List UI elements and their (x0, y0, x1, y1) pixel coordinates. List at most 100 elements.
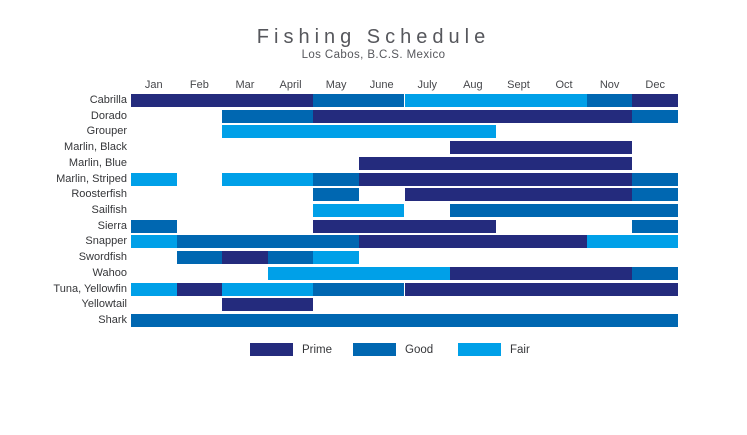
schedule-bar-segment (313, 94, 405, 107)
schedule-bar-segment (358, 156, 633, 170)
schedule-bar-segment (131, 235, 177, 249)
legend-swatch-fair (458, 343, 501, 356)
legend-item-fair: Fair (458, 343, 558, 357)
schedule-bar-segment (632, 172, 678, 186)
schedule-row: Sailfish (0, 204, 747, 218)
schedule-bar-segment (632, 94, 678, 107)
schedule-track (131, 188, 678, 202)
schedule-bar-segment (632, 109, 678, 123)
chart-title: Fishing Schedule (256, 26, 491, 48)
fish-label: Wahoo (92, 266, 127, 279)
schedule-track (131, 314, 678, 328)
schedule-track (131, 282, 678, 296)
fish-label: Yellowtail (81, 298, 127, 311)
schedule-row: Yellowtail (0, 298, 747, 312)
schedule-bar-segment (267, 266, 451, 280)
fish-label: Marlin, Striped (56, 172, 127, 185)
schedule-bar-segment (131, 172, 177, 186)
month-label: July (417, 79, 438, 91)
month-label: Sept (507, 79, 530, 91)
schedule-bar-segment (404, 94, 587, 107)
schedule-track (131, 156, 678, 170)
schedule-row: Snapper (0, 235, 747, 249)
month-label: April (279, 79, 302, 91)
legend: Prime Good Fair (0, 343, 747, 357)
schedule-row: Grouper (0, 125, 747, 139)
month-label: May (325, 79, 347, 91)
fish-label: Marlin, Black (64, 141, 127, 154)
schedule-bar-segment (222, 251, 268, 265)
schedule-track (131, 298, 678, 312)
month-label: Feb (189, 79, 209, 91)
fish-label: Dorado (90, 109, 127, 122)
schedule-row: Marlin, Striped (0, 172, 747, 186)
fish-label: Grouper (86, 125, 127, 138)
fish-label: Shark (98, 314, 127, 327)
schedule-row: Wahoo (0, 266, 747, 280)
schedule-track (131, 109, 678, 123)
month-label: Oct (555, 79, 573, 91)
schedule-bar-segment (222, 282, 314, 296)
schedule-track (131, 204, 678, 218)
schedule-bar-segment (176, 251, 223, 265)
schedule-bar-segment (313, 204, 405, 218)
legend-swatch-good (353, 343, 396, 356)
legend-item-prime: Prime (250, 343, 350, 357)
schedule-bar-segment (313, 109, 633, 123)
schedule-bar-segment (586, 94, 633, 107)
month-label: Aug (463, 79, 483, 91)
fish-label: Sailfish (91, 204, 127, 217)
schedule-bar-segment (404, 282, 678, 296)
schedule-bar-segment (313, 251, 359, 265)
schedule-bar-segment (450, 141, 633, 155)
schedule-bar-segment (632, 266, 678, 280)
schedule-track (131, 266, 678, 280)
schedule-bar-segment (222, 298, 314, 312)
month-label: Dec (645, 79, 665, 91)
schedule-bar-segment (358, 172, 633, 186)
schedule-track (131, 141, 678, 155)
schedule-bar-segment (267, 251, 314, 265)
legend-label: Prime (302, 344, 333, 356)
month-label: Jan (144, 79, 163, 91)
schedule-bar-segment (131, 94, 314, 107)
schedule-track (131, 125, 678, 139)
schedule-bar-segment (222, 109, 314, 123)
legend-item-good: Good (353, 343, 453, 357)
schedule-bar-segment (632, 219, 678, 233)
schedule-bar-segment (450, 266, 633, 280)
schedule-bar-segment (131, 219, 177, 233)
legend-swatch-prime (250, 343, 293, 356)
schedule-bar-segment (404, 188, 633, 202)
month-label: Mar (235, 79, 255, 91)
legend-label: Good (405, 344, 434, 356)
schedule-bar-segment (632, 188, 678, 202)
schedule-bar-segment (586, 235, 678, 249)
fish-label: Roosterfish (71, 188, 127, 201)
month-label: June (369, 79, 394, 91)
schedule-bar-segment (131, 314, 678, 328)
schedule-row: Marlin, Blue (0, 156, 747, 170)
schedule-bar-segment (450, 204, 678, 218)
schedule-row: Cabrilla (0, 94, 747, 107)
schedule-bar-segment (358, 235, 587, 249)
legend-label: Fair (510, 344, 530, 356)
fish-label: Swordfish (78, 251, 127, 264)
fish-label: Marlin, Blue (68, 156, 127, 169)
schedule-bar-segment (313, 282, 405, 296)
schedule-bar-segment (313, 219, 496, 233)
schedule-row: Sierra (0, 219, 747, 233)
chart-subtitle: Los Cabos, B.C.S. Mexico (301, 49, 446, 61)
schedule-row: Tuna, Yellowfin (0, 282, 747, 296)
schedule-bar-segment (176, 235, 359, 249)
schedule-row: Roosterfish (0, 188, 747, 202)
schedule-bar-segment (313, 172, 359, 186)
fish-label: Snapper (85, 235, 127, 248)
schedule-track (131, 251, 678, 265)
fish-label: Cabrilla (89, 94, 127, 106)
schedule-bar-segment (176, 282, 223, 296)
schedule-track (131, 94, 678, 107)
month-axis: Jan Feb Mar April May June July Aug Sept Oct Nov De… (131, 79, 678, 93)
schedule-bar-segment (313, 188, 359, 202)
